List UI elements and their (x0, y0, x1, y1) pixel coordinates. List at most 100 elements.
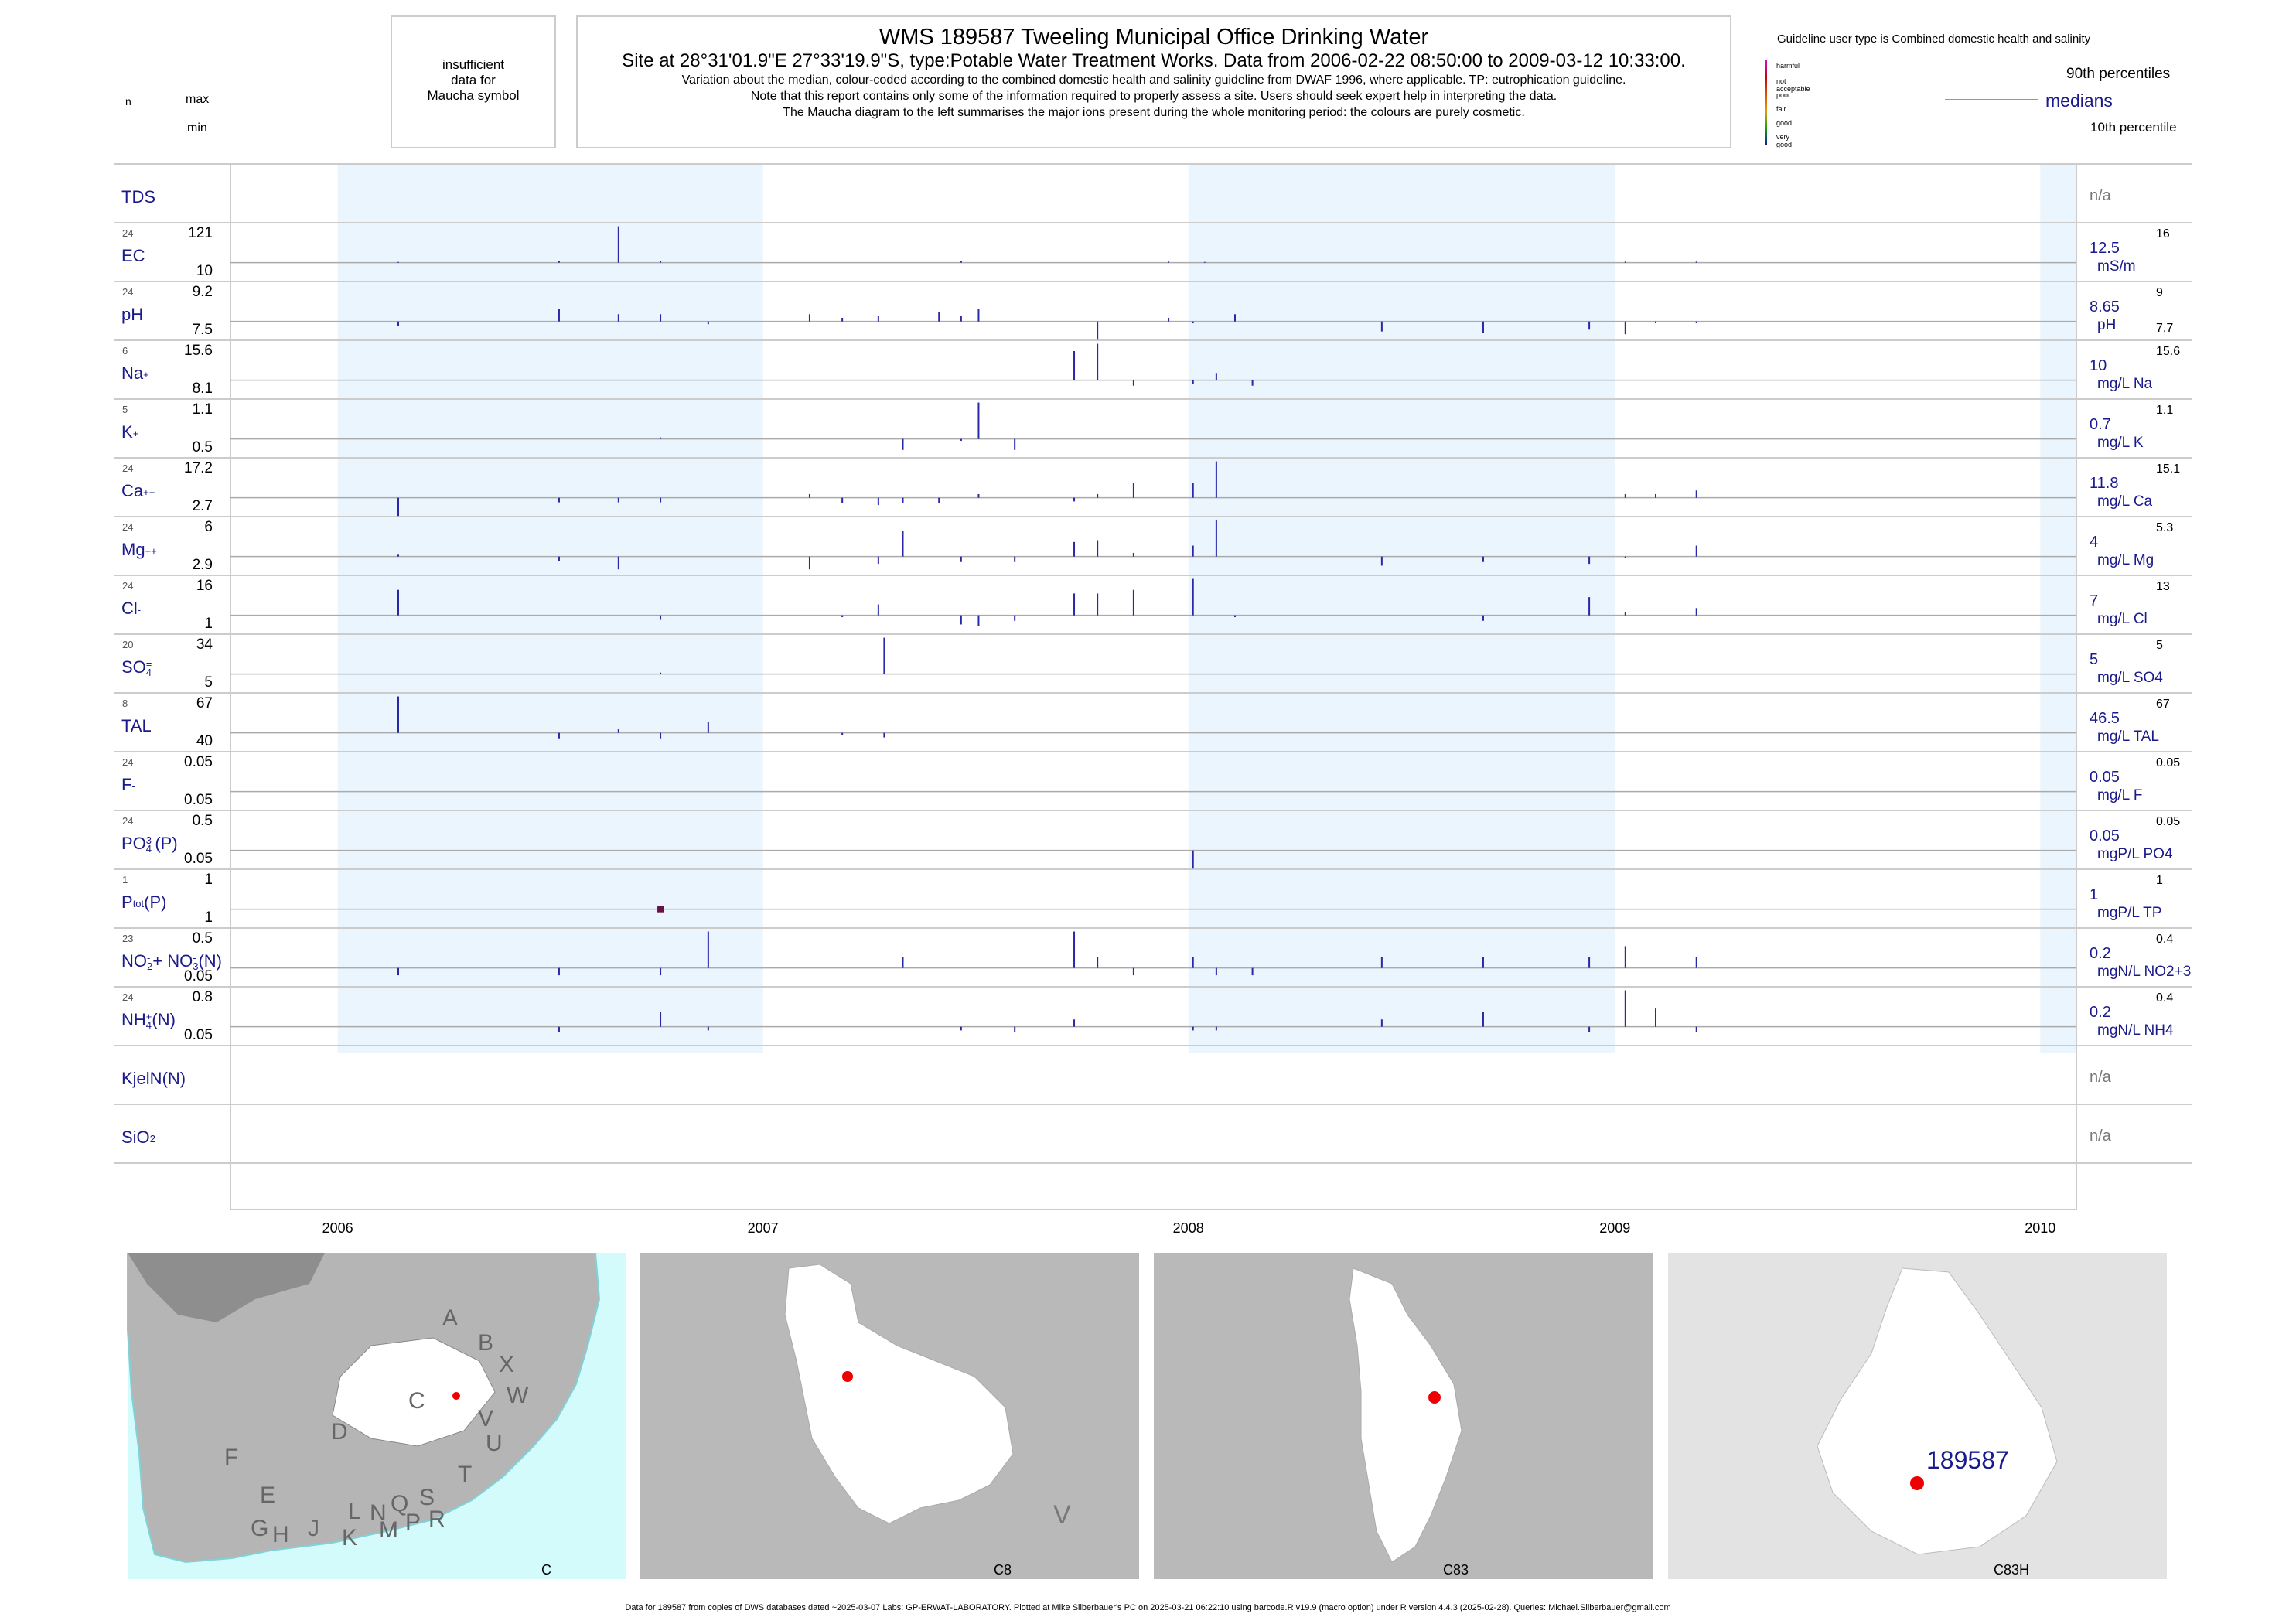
series-p90-K: 1.1 (2156, 404, 2174, 417)
legend-class-2: poor (1776, 91, 1791, 99)
series-label: NH (121, 1010, 146, 1029)
series-unit-NH4: mgN/L NH4 (2097, 1022, 2174, 1039)
region-label-U: U (486, 1431, 503, 1456)
series-label-sup: + (132, 427, 139, 439)
legend-p10: 10th percentile (2090, 120, 2177, 135)
series-unit-EC: mS/m (2097, 258, 2136, 275)
series-max-SO4: 34 (196, 636, 213, 653)
dot-Ptot (657, 906, 664, 913)
map4-site-label: 189587 (1926, 1446, 2009, 1474)
map-south-africa (127, 1253, 626, 1579)
series-p90-Na: 15.6 (2156, 345, 2181, 358)
series-max-NH4: 0.8 (192, 989, 213, 1005)
series-label-sup: - (137, 603, 142, 616)
region-label-A: A (442, 1305, 459, 1331)
map-c83h (1668, 1253, 2167, 1579)
series-label: F (121, 775, 132, 794)
series-p90-Cl: 13 (2156, 580, 2170, 593)
series-p90-SO4: 5 (2156, 639, 2163, 652)
map2-region-label: V (1053, 1500, 1071, 1530)
series-label-sup: - (131, 780, 135, 792)
series-label: NO (121, 951, 147, 971)
region-label-M: M (379, 1517, 398, 1543)
series-n-NO2+NO3: 23 (122, 933, 134, 944)
series-label: Cl (121, 599, 138, 618)
maucha-line-3: Maucha symbol (427, 88, 520, 103)
region-label-W: W (507, 1383, 529, 1408)
series-unit-Na: mg/L Na (2097, 376, 2153, 392)
series-min-TAL: 40 (196, 733, 213, 749)
legend-p90: 90th percentiles (2066, 66, 2171, 82)
year-tick-2008: 2008 (1173, 1220, 1204, 1236)
series-label-pH: pH (121, 305, 143, 325)
series-n-F: 24 (122, 756, 134, 768)
series-label: K (121, 422, 133, 442)
series-na-SiO2: n/a (2090, 1128, 2111, 1145)
series-label: PO (121, 834, 146, 853)
series-min-Cl: 1 (204, 616, 213, 632)
series-median-EC: 12.5 (2090, 240, 2120, 257)
series-label: P (121, 892, 133, 912)
series-min-pH: 7.5 (192, 322, 213, 338)
series-n-Mg: 24 (122, 521, 134, 533)
series-median-Ca: 11.8 (2090, 475, 2119, 492)
series-median-TAL: 46.5 (2090, 710, 2120, 727)
region-label-Q: Q (391, 1491, 409, 1517)
region-label-G: G (251, 1516, 269, 1541)
series-unit-SO4: mg/L SO4 (2097, 670, 2163, 686)
series-label: Na (121, 363, 144, 383)
series-unit-Ptot: mgP/L TP (2097, 905, 2162, 921)
series-n-NH4: 24 (122, 991, 134, 1003)
series-label-NH4: NH +4 (N) (121, 1010, 176, 1030)
series-label: Ca (121, 481, 144, 500)
key-min: min (187, 121, 207, 135)
region-label-C: C (408, 1388, 425, 1414)
series-label-tail: (P) (144, 892, 167, 912)
series-p90-NO2+NO3: 0.4 (2156, 933, 2174, 946)
year-band-2006 (337, 164, 763, 1053)
series-median-PO4: 0.05 (2090, 827, 2120, 844)
maps (127, 1253, 2167, 1579)
series-min-K: 0.5 (192, 439, 213, 455)
series-label-sup: - (147, 952, 151, 964)
series-max-Cl: 16 (196, 578, 213, 594)
map3-label: C83 (1443, 1562, 1469, 1578)
series-min-NO2+NO3: 0.05 (184, 968, 213, 984)
series-label-Na: Na + (121, 363, 149, 384)
series-max-Mg: 6 (204, 519, 213, 535)
series-unit-pH: pH (2097, 317, 2117, 333)
series-label-sub2: 3 (193, 960, 199, 973)
series-median-pH: 8.65 (2090, 299, 2120, 316)
legend-median-line (1945, 99, 2038, 100)
legend-class-1: not acceptable (1776, 77, 1810, 93)
series-label-SO4: SO = 4 (121, 657, 152, 677)
series-label-sub: 4 (145, 1019, 152, 1032)
series-median-Ptot: 1 (2090, 886, 2099, 903)
series-label-sup: ++ (143, 486, 155, 498)
series-unit-Mg: mg/L Mg (2097, 552, 2154, 568)
region-label-N: N (370, 1500, 387, 1526)
series-max-PO4: 0.5 (192, 813, 213, 829)
series-label: TAL (121, 716, 152, 735)
series-unit-PO4: mgP/L PO4 (2097, 846, 2173, 862)
series-min-F: 0.05 (184, 792, 213, 808)
series-unit-TAL: mg/L TAL (2097, 728, 2159, 745)
series-p90-PO4: 0.05 (2156, 815, 2181, 828)
map2-label: C8 (994, 1562, 1012, 1578)
region-label-V: V (478, 1406, 494, 1431)
series-label-sup: + (143, 368, 149, 380)
year-band-2010 (2040, 164, 2076, 1053)
series-median-F: 0.05 (2090, 769, 2120, 786)
maucha-box: insufficient data for Maucha symbol (391, 15, 556, 148)
series-n-Ptot: 1 (122, 874, 128, 885)
series-label-sub: 2 (147, 960, 153, 973)
series-label-sup: = (145, 658, 152, 670)
series-label-Mg: Mg ++ (121, 540, 157, 560)
series-p90-Ptot: 1 (2156, 874, 2163, 887)
series-min-NH4: 0.05 (184, 1027, 213, 1043)
series-n-K: 5 (122, 404, 128, 415)
series-label-tail: (N) (152, 1010, 176, 1029)
series-min-Mg: 2.9 (192, 557, 213, 573)
series-max-Ca: 17.2 (184, 460, 213, 476)
